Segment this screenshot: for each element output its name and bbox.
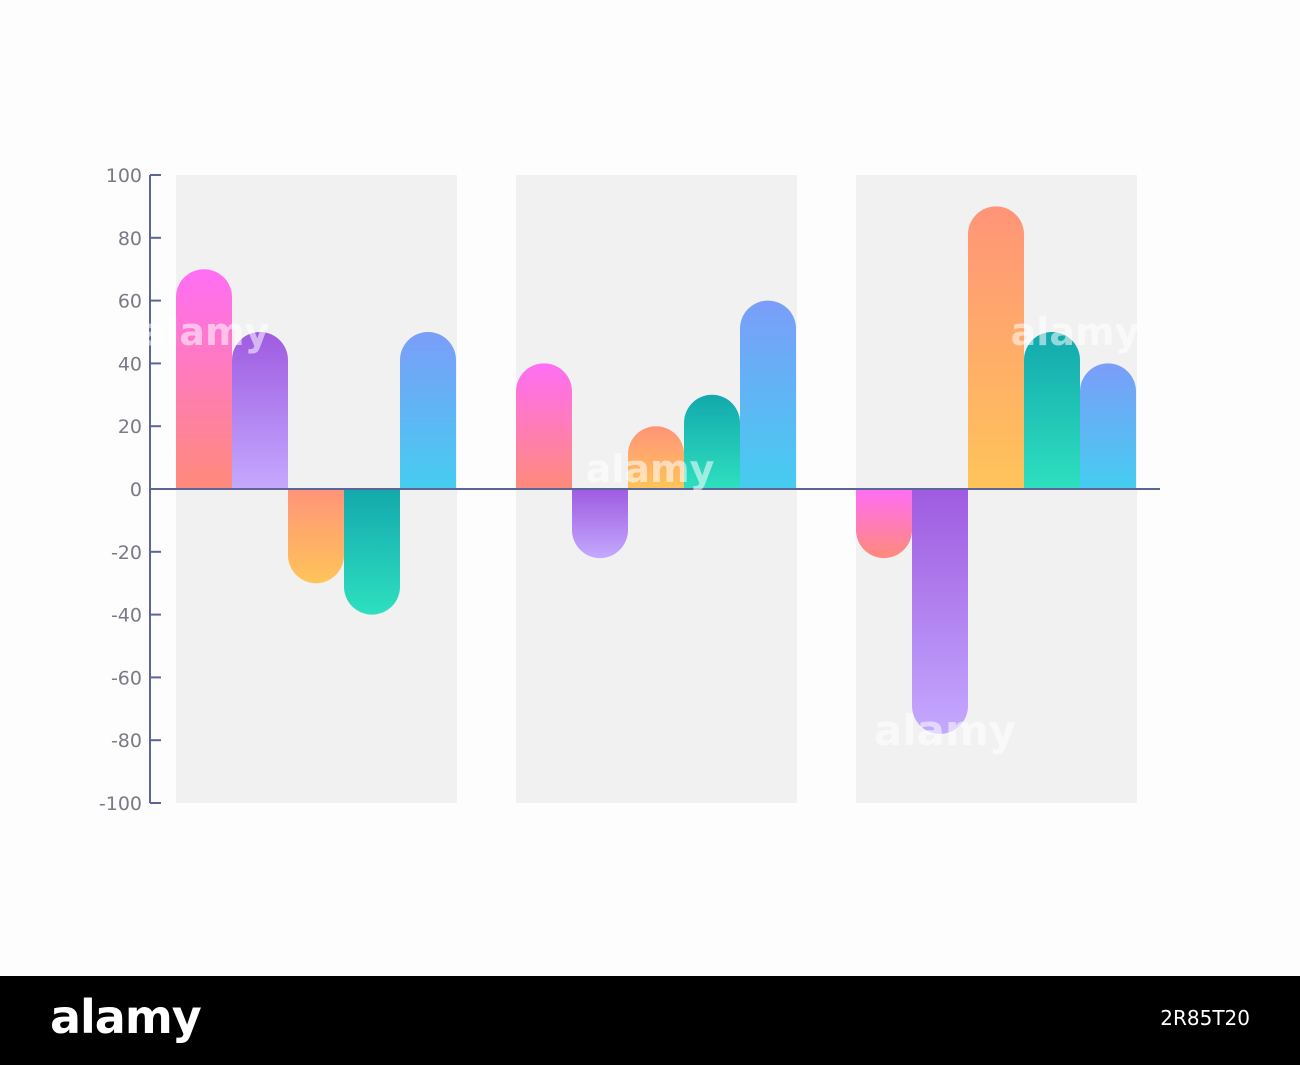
bar-g2-4	[684, 394, 740, 489]
bar-g1-2	[232, 332, 288, 489]
y-tick-label: -40	[111, 605, 142, 627]
bar-g1-5	[400, 332, 456, 489]
watermark-layer: alamy alamy alamy alamy	[141, 310, 1140, 755]
bars-layer	[176, 206, 1136, 734]
bar-g2-2	[572, 489, 628, 559]
watermark-text: alamy	[586, 447, 715, 491]
y-tick-label: -80	[111, 730, 142, 752]
bar-g1-3	[288, 489, 344, 584]
watermark-text: alamy	[1011, 310, 1140, 354]
bar-g2-5	[740, 300, 796, 489]
y-tick-label: 60	[118, 291, 142, 313]
bar-g1-4	[344, 489, 400, 615]
bar-g3-3	[968, 206, 1024, 489]
y-tick-label: 20	[118, 416, 142, 438]
bar-g3-4	[1024, 332, 1080, 489]
bar-g1-1	[176, 269, 232, 489]
bar-g2-3	[628, 426, 684, 489]
watermark-text: alamy	[141, 310, 270, 354]
y-tick-label: 100	[106, 165, 142, 187]
y-tick-label: 80	[118, 228, 142, 250]
image-id: 2R85T20	[1160, 1006, 1250, 1030]
y-tick-label: 40	[118, 353, 142, 375]
y-tick-label: 0	[130, 479, 142, 501]
y-tick-label: -20	[111, 542, 142, 564]
watermark-brand-logo: alamy	[50, 990, 202, 1044]
watermark-text: alamy	[874, 706, 1016, 755]
bar-g2-1	[516, 363, 572, 489]
bar-g3-1	[856, 489, 912, 559]
bar-g3-5	[1080, 363, 1136, 489]
y-tick-label: -60	[111, 667, 142, 689]
ticks-layer: 100 80 60 40 20 0 -20 -40 -60 -80 -100	[99, 165, 161, 815]
bar-g3-2	[912, 489, 968, 734]
watermark-footer: alamy 2R85T20	[0, 976, 1300, 1065]
y-tick-label: -100	[99, 793, 142, 815]
chart-area: 100 80 60 40 20 0 -20 -40 -60 -80 -100 alamy alamy a…	[99, 165, 1160, 815]
